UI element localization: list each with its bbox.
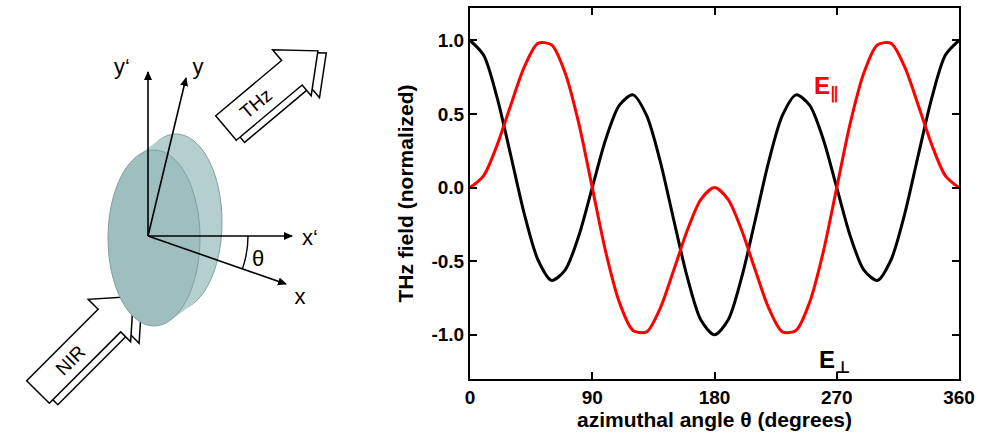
svg-text:0.0: 0.0 [438, 177, 464, 198]
svg-text:90: 90 [582, 387, 603, 408]
svg-text:-1.0: -1.0 [431, 324, 464, 345]
svg-text:E​⊥​: E​⊥​ [819, 346, 850, 377]
svg-text:270: 270 [821, 387, 853, 408]
svg-text:0: 0 [465, 387, 476, 408]
svg-text:0.5: 0.5 [438, 104, 465, 125]
svg-text:THz field (normalized): THz field (normalized) [394, 84, 417, 302]
svg-text:θ: θ [252, 246, 264, 271]
svg-text:y‘: y‘ [114, 54, 130, 79]
svg-text:E​∥​: E​∥​ [814, 72, 838, 103]
svg-text:y: y [193, 54, 204, 79]
svg-text:1.0: 1.0 [438, 30, 464, 51]
svg-text:NIR: NIR [51, 341, 89, 379]
svg-text:-0.5: -0.5 [431, 251, 464, 272]
svg-text:x: x [295, 284, 306, 309]
svg-text:THz: THz [236, 84, 276, 122]
svg-text:360: 360 [943, 387, 975, 408]
svg-text:x‘: x‘ [302, 225, 318, 250]
svg-text:180: 180 [699, 387, 731, 408]
svg-text:azimuthal angle θ (degrees): azimuthal angle θ (degrees) [577, 408, 852, 431]
